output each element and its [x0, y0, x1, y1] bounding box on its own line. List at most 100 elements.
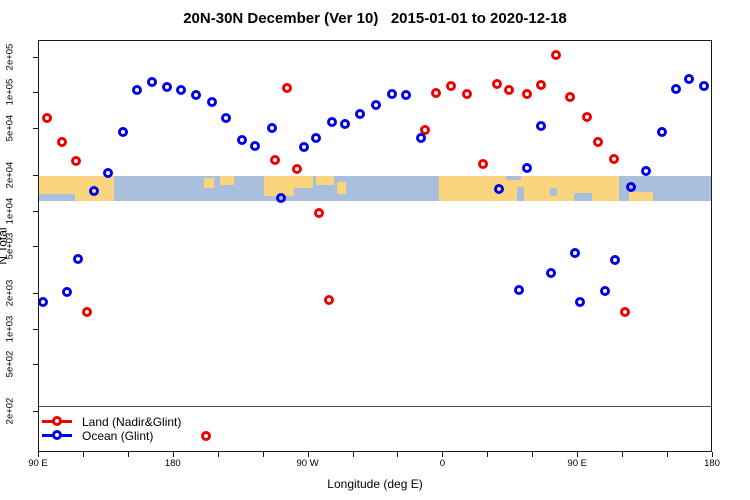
- data-point-ocean: [62, 286, 72, 297]
- data-point-ocean: [118, 126, 129, 137]
- x-major-tick: [38, 452, 39, 457]
- x-major-tick: [307, 452, 309, 457]
- y-tick: [33, 246, 38, 248]
- x-tick-label: 0: [439, 458, 446, 469]
- data-point-ocean: [73, 254, 84, 265]
- y-tick: [33, 174, 38, 176]
- data-point-ocean: [299, 142, 310, 152]
- y-tick-label: 1e+03: [4, 315, 16, 342]
- x-major-tick: [442, 452, 444, 457]
- data-point-land: [461, 88, 472, 99]
- data-point-land: [608, 153, 619, 164]
- data-point-ocean: [415, 132, 426, 143]
- data-point-ocean: [640, 166, 651, 177]
- land-patch: [220, 175, 234, 186]
- x-minor-tick: [127, 452, 129, 457]
- y-tick: [33, 292, 38, 294]
- data-point-ocean: [521, 162, 532, 173]
- y-tick: [33, 92, 38, 94]
- ocean-notch: [573, 193, 592, 201]
- data-point-land: [619, 306, 630, 317]
- land-patch: [293, 175, 314, 189]
- y-tick-label: 2e+02: [4, 397, 16, 425]
- data-point-ocean: [176, 85, 187, 96]
- data-point-ocean: [513, 285, 524, 296]
- legend-label: Land (Nadir&Glint): [82, 415, 182, 429]
- x-tick-label: 90 E: [28, 458, 48, 469]
- data-point-ocean: [656, 126, 667, 137]
- land-patch: [39, 175, 75, 194]
- land-patch: [629, 192, 654, 201]
- land-patch: [203, 177, 215, 189]
- data-point-ocean: [370, 99, 381, 110]
- data-point-ocean: [276, 193, 287, 204]
- x-tick-label: 90 W: [296, 458, 319, 469]
- ocean-notch: [549, 188, 558, 196]
- data-point-land: [430, 87, 441, 98]
- world-map-band: [39, 175, 711, 201]
- data-point-ocean: [671, 84, 681, 95]
- land-patch: [316, 175, 335, 186]
- x-tick-label: 180: [164, 458, 181, 469]
- y-tick-label: 2e+04: [4, 161, 16, 189]
- data-point-land: [592, 137, 603, 147]
- data-point-ocean: [89, 186, 100, 197]
- data-point-ocean: [355, 108, 366, 119]
- x-major-tick: [712, 452, 713, 457]
- data-point-ocean: [625, 182, 636, 193]
- data-point-ocean: [221, 112, 232, 123]
- y-tick-label: 1e+04: [4, 197, 16, 224]
- y-axis-title: N Total: [0, 227, 10, 264]
- y-tick: [33, 210, 38, 212]
- data-point-ocean: [684, 73, 695, 84]
- y-tick: [33, 128, 38, 129]
- data-point-ocean: [569, 248, 580, 258]
- y-tick-label: 2e+05: [4, 43, 16, 71]
- y-tick-label: 1e+05: [4, 79, 16, 106]
- data-point-land: [82, 306, 93, 317]
- data-point-land: [41, 112, 52, 123]
- legend-sample-marker: [52, 430, 62, 440]
- data-point-ocean: [147, 77, 158, 88]
- y-tick: [33, 364, 38, 366]
- data-point-ocean: [340, 118, 351, 129]
- data-point-ocean: [267, 122, 278, 133]
- data-point-land: [57, 137, 68, 147]
- data-point-ocean: [493, 184, 504, 195]
- data-point-ocean: [207, 96, 218, 107]
- data-point-ocean: [250, 140, 261, 151]
- x-axis-title: Longitude (deg E): [327, 477, 423, 491]
- data-point-ocean: [326, 116, 337, 127]
- data-point-land: [550, 49, 561, 60]
- data-point-land: [521, 88, 532, 99]
- data-point-ocean: [162, 81, 173, 92]
- data-point-land: [314, 208, 325, 219]
- data-point-land: [564, 91, 575, 102]
- x-minor-tick: [622, 452, 624, 457]
- y-tick: [33, 411, 38, 413]
- x-minor-tick: [262, 452, 264, 457]
- data-point-land: [70, 155, 81, 166]
- data-point-land: [477, 158, 488, 169]
- data-point-land: [270, 155, 281, 166]
- data-point-land: [292, 164, 303, 175]
- plot-area: [38, 40, 712, 452]
- data-point-ocean: [400, 90, 411, 101]
- data-point-ocean: [609, 255, 620, 266]
- legend-sample-marker: [52, 416, 62, 426]
- y-tick-label: 2e+03: [4, 279, 16, 307]
- x-major-tick: [172, 452, 174, 457]
- y-tick: [33, 328, 38, 330]
- data-point-land: [581, 111, 592, 122]
- x-tick-label: 90 E: [567, 458, 587, 469]
- data-point-land: [201, 431, 212, 442]
- x-minor-tick: [82, 452, 84, 457]
- ocean-notch: [516, 187, 525, 201]
- data-point-land: [535, 80, 546, 90]
- x-minor-tick: [397, 452, 399, 457]
- data-point-land: [445, 80, 456, 91]
- x-minor-tick: [667, 452, 669, 457]
- ocean-notch: [506, 175, 522, 180]
- data-point-ocean: [574, 297, 585, 308]
